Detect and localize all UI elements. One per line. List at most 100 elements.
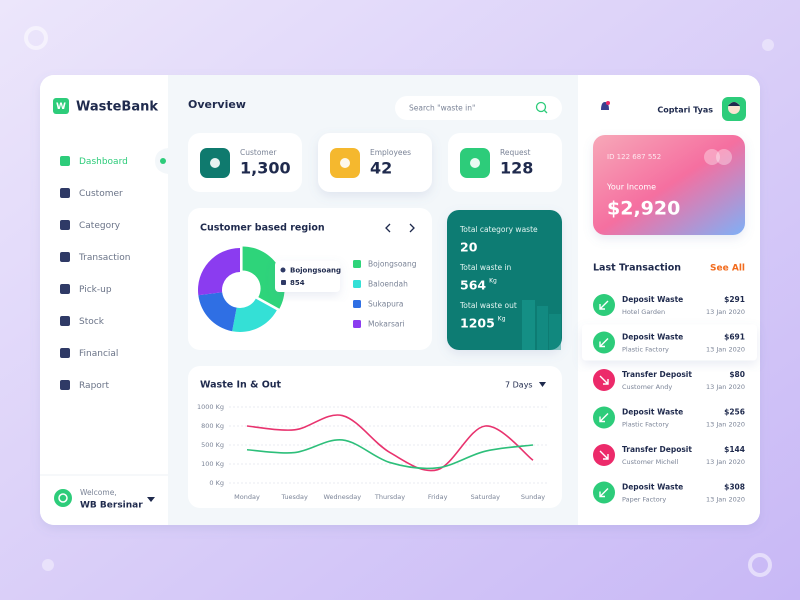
see-all[interactable]: See All bbox=[710, 264, 745, 274]
tx-arrow bbox=[599, 338, 609, 348]
tx-date: 13 Jan 2020 bbox=[706, 346, 745, 354]
search-box[interactable] bbox=[395, 96, 562, 120]
donut-segment bbox=[198, 248, 240, 296]
line-title: Waste In & Out bbox=[200, 380, 282, 391]
user-name[interactable]: WB Bersinar bbox=[80, 501, 143, 511]
card-amount: $2,920 bbox=[607, 198, 680, 220]
search-icon[interactable] bbox=[535, 101, 547, 113]
next-button[interactable] bbox=[409, 223, 415, 233]
menu-item[interactable]: Transaction bbox=[78, 253, 131, 263]
tx-date: 13 Jan 2020 bbox=[706, 308, 745, 316]
decor-bar bbox=[522, 300, 535, 350]
tx-party: Plastic Factory bbox=[622, 346, 669, 354]
decor-bar bbox=[549, 314, 561, 350]
menu-icon[interactable] bbox=[60, 252, 70, 262]
transactions-title: Last Transaction bbox=[593, 263, 681, 274]
stat-label: Customer bbox=[240, 148, 277, 157]
tx-party: Hotel Garden bbox=[622, 308, 665, 316]
prev-button[interactable] bbox=[385, 223, 391, 233]
summary-label: Total category waste bbox=[459, 225, 538, 234]
logo-letter: W bbox=[56, 102, 66, 112]
tx-amount: $308 bbox=[724, 483, 745, 492]
period-select[interactable]: 7 Days bbox=[505, 381, 533, 390]
stats: Customer 1,300 Employees 42 Request 128 bbox=[188, 133, 562, 192]
stat-value: 42 bbox=[370, 159, 392, 178]
legend-swatch bbox=[353, 260, 361, 268]
stat-icon-glyph bbox=[470, 158, 480, 168]
tx-party: Paper Factory bbox=[622, 496, 666, 504]
income-card bbox=[593, 135, 745, 235]
y-tick-label: 500 Kg bbox=[201, 441, 224, 449]
summary-label: Total waste in bbox=[459, 263, 512, 272]
y-tick-label: 1000 Kg bbox=[197, 403, 224, 411]
legend-label: Mokarsari bbox=[368, 320, 405, 329]
menu-icon[interactable] bbox=[60, 284, 70, 294]
menu-icon[interactable] bbox=[60, 380, 70, 390]
legend-swatch bbox=[353, 280, 361, 288]
card-id: ID 122 687 552 bbox=[607, 153, 661, 161]
search-icon[interactable] bbox=[544, 110, 548, 114]
card-logo bbox=[704, 149, 720, 165]
menu-item[interactable]: Category bbox=[79, 221, 121, 231]
stat-label: Employees bbox=[370, 148, 411, 157]
x-tick-label: Sunday bbox=[521, 493, 545, 501]
decor bbox=[42, 559, 54, 571]
x-tick-label: Saturday bbox=[471, 493, 500, 501]
tx-arrow bbox=[599, 450, 609, 460]
period-dropdown[interactable] bbox=[539, 382, 546, 387]
tx-type[interactable]: Transfer Deposit bbox=[622, 370, 692, 379]
menu-item[interactable]: Dashboard bbox=[79, 157, 128, 167]
tx-amount: $80 bbox=[729, 370, 745, 379]
tx-date: 13 Jan 2020 bbox=[706, 421, 745, 429]
legend-label: Baloendah bbox=[368, 280, 408, 289]
user-icon-glyph bbox=[58, 493, 68, 503]
tx-amount: $291 bbox=[724, 295, 745, 304]
tx-type[interactable]: Deposit Waste bbox=[622, 483, 683, 492]
menu-item[interactable]: Pick-up bbox=[79, 285, 112, 295]
stat-icon-glyph bbox=[210, 158, 220, 168]
avatar-hair bbox=[728, 102, 740, 106]
decor-bar bbox=[537, 306, 548, 350]
tx-type[interactable]: Deposit Waste bbox=[622, 408, 683, 417]
menu: Dashboard Customer Category Transaction Pick… bbox=[60, 156, 131, 391]
menu-item[interactable]: Financial bbox=[79, 349, 118, 359]
line-card bbox=[188, 366, 562, 508]
menu-icon[interactable] bbox=[60, 156, 70, 166]
stat-value: 128 bbox=[500, 159, 533, 178]
menu-icon[interactable] bbox=[60, 188, 70, 198]
menu-item[interactable]: Customer bbox=[79, 189, 123, 199]
tx-arrow bbox=[599, 375, 609, 385]
username: Coptari Tyas bbox=[657, 106, 713, 115]
tx-party: Plastic Factory bbox=[622, 421, 669, 429]
decor bbox=[24, 26, 48, 50]
x-tick-label: Tuesday bbox=[280, 493, 308, 501]
menu-icon[interactable] bbox=[60, 220, 70, 230]
tx-amount: $144 bbox=[724, 445, 745, 454]
tooltip-value: 854 bbox=[290, 279, 305, 287]
summary-unit: Kg bbox=[489, 278, 497, 285]
menu-icon[interactable] bbox=[60, 348, 70, 358]
search-placeholder[interactable]: Search "waste in" bbox=[409, 104, 475, 113]
tx-arrow bbox=[599, 413, 609, 423]
menu-item[interactable]: Raport bbox=[79, 381, 109, 391]
tx-type[interactable]: Deposit Waste bbox=[622, 295, 683, 304]
donut-segment bbox=[232, 298, 277, 332]
summary-value: 564 bbox=[460, 278, 486, 293]
tx-type[interactable]: Transfer Deposit bbox=[622, 445, 692, 454]
tx-date: 13 Jan 2020 bbox=[706, 496, 745, 504]
tooltip-icon bbox=[281, 280, 286, 285]
line-chart: 0 Kg 100 Kg 500 Kg 800 Kg 1000 Kg Monday Tuesd… bbox=[197, 403, 548, 501]
tx-type[interactable]: Deposit Waste bbox=[622, 333, 683, 342]
tx-date: 13 Jan 2020 bbox=[706, 458, 745, 466]
tooltip bbox=[275, 261, 340, 292]
welcome: Welcome, bbox=[80, 488, 117, 497]
menu-item[interactable]: Stock bbox=[79, 317, 105, 327]
user-dropdown[interactable] bbox=[147, 497, 155, 502]
bell-badge bbox=[606, 101, 610, 105]
x-tick-label: Friday bbox=[428, 493, 448, 501]
card-label: Your Income bbox=[606, 183, 656, 192]
page-title: Overview bbox=[188, 98, 246, 111]
menu-icon[interactable] bbox=[60, 316, 70, 326]
donut-chart: Bojongsoang Baloendah Sukapura Mokarsari Boj… bbox=[198, 246, 417, 332]
